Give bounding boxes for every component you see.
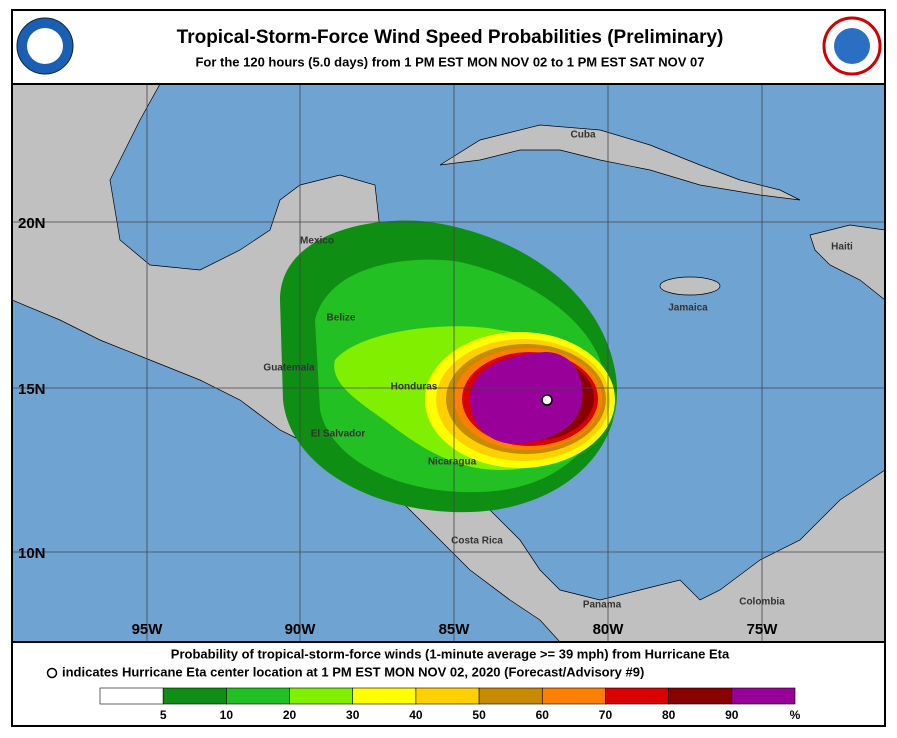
noaa-logo — [27, 28, 63, 64]
place-label: Mexico — [300, 236, 334, 247]
legend-swatch — [415, 687, 480, 705]
legend-label: 30 — [346, 708, 360, 722]
footer-text: Probability of tropical-storm-force wind… — [171, 646, 730, 661]
place-label: Cuba — [571, 130, 596, 141]
lon-label: 90W — [285, 621, 317, 638]
legend-label: 10 — [220, 708, 234, 722]
lon-label: 85W — [439, 621, 471, 638]
place-label: Belize — [327, 313, 356, 324]
subtitle: For the 120 hours (5.0 days) from 1 PM E… — [195, 54, 704, 69]
graticule — [13, 84, 884, 642]
legend-label: 20 — [283, 708, 297, 722]
center-marker — [541, 394, 553, 406]
place-label: El Salvador — [311, 429, 366, 440]
place-label: Haiti — [831, 242, 853, 253]
legend-swatch — [289, 687, 354, 705]
legend-label: 70 — [599, 708, 613, 722]
lon-label: 75W — [747, 621, 779, 638]
center-symbol — [46, 667, 58, 679]
lon-label: 80W — [593, 621, 625, 638]
lon-label: 95W — [132, 621, 164, 638]
legend-unit: % — [790, 708, 801, 722]
lat-label: 10N — [18, 545, 46, 562]
legend-label: 50 — [472, 708, 486, 722]
legend-swatch — [541, 687, 606, 705]
place-label: Costa Rica — [451, 536, 503, 547]
legend-swatch — [668, 687, 733, 705]
nws-logo — [834, 28, 870, 64]
legend-swatch — [478, 687, 543, 705]
jamaica — [659, 276, 721, 296]
hispaniola — [809, 224, 884, 300]
legend-label: 60 — [536, 708, 550, 722]
place-label: Colombia — [739, 597, 785, 608]
legend: 5 10 20 30 40 50 60 70 80 90% — [99, 687, 801, 722]
cuba — [439, 124, 801, 201]
legend-swatch — [226, 687, 290, 705]
place-label: Honduras — [391, 382, 438, 393]
place-label: Jamaica — [668, 303, 708, 314]
lat-label: 15N — [18, 381, 46, 398]
footer-text: indicates Hurricane Eta center location … — [62, 664, 644, 679]
legend-swatch — [731, 687, 796, 705]
legend-swatch — [162, 687, 227, 705]
lat-label: 20N — [18, 215, 46, 232]
legend-label: 90 — [725, 708, 739, 722]
map: Cuba Mexico Belize Guatemala Honduras El… — [13, 84, 884, 642]
contour — [470, 352, 583, 445]
place-label: Guatemala — [263, 363, 315, 374]
legend-label: 5 — [160, 708, 167, 722]
legend-label: 80 — [662, 708, 676, 722]
place-label: Nicaragua — [428, 457, 477, 468]
legend-swatch — [605, 687, 669, 705]
legend-label: 40 — [409, 708, 423, 722]
legend-swatch — [352, 687, 417, 705]
title: Tropical-Storm-Force Wind Speed Probabil… — [177, 27, 724, 48]
legend-swatch — [99, 687, 164, 705]
place-label: Panama — [583, 600, 622, 611]
